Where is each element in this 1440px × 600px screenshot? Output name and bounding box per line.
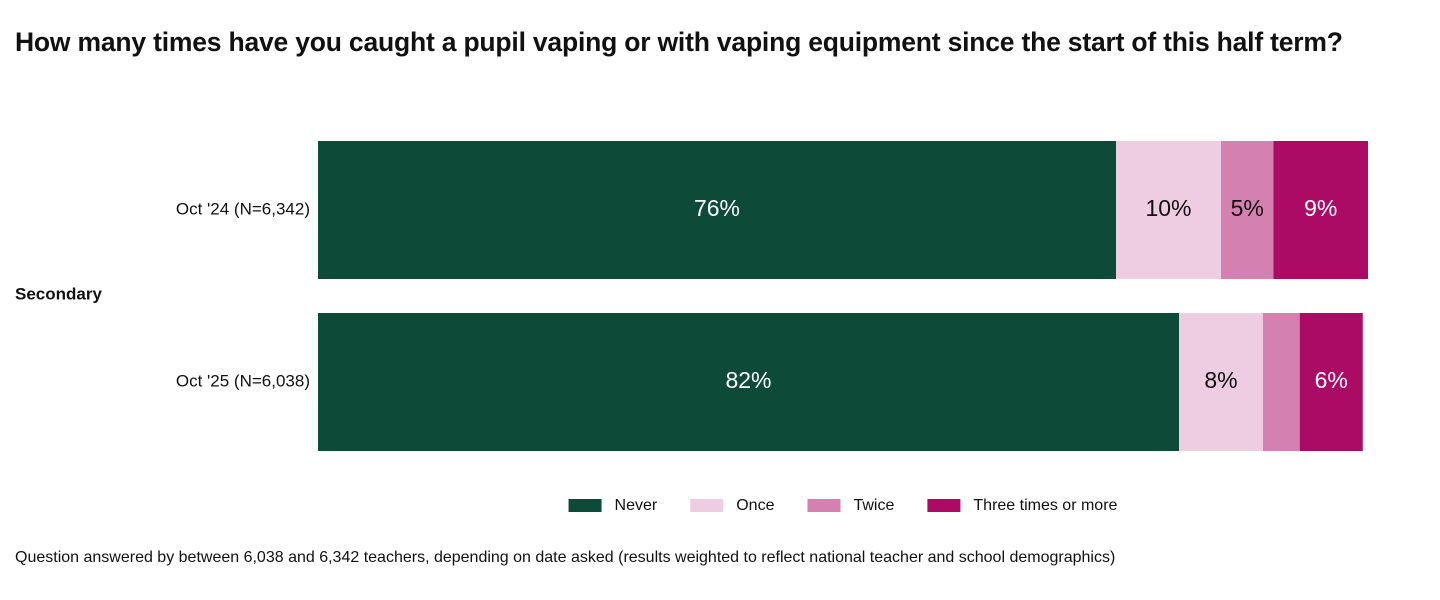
y-tick-label: Oct '24 (N=6,342) — [176, 199, 310, 218]
data-label: 8% — [1204, 367, 1237, 393]
legend-label: Once — [736, 497, 774, 514]
legend-label: Three times or more — [973, 497, 1117, 514]
data-label: 6% — [1315, 367, 1348, 393]
data-label: 9% — [1304, 195, 1337, 221]
legend-swatch — [690, 499, 724, 512]
data-label: 82% — [725, 367, 771, 393]
bar-segment — [1273, 141, 1368, 279]
group-label: Secondary — [15, 284, 102, 303]
legend-swatch — [807, 499, 841, 512]
bar-segment — [1263, 313, 1300, 451]
y-tick-label: Oct '25 (N=6,038) — [176, 371, 310, 390]
data-label: 76% — [694, 195, 740, 221]
data-label: 5% — [1231, 195, 1264, 221]
bar-segment — [1221, 141, 1274, 279]
chart-title: How many times have you caught a pupil v… — [15, 27, 1343, 57]
bar-segment — [318, 313, 1179, 451]
legend-swatch — [568, 499, 602, 512]
bar-segment — [1299, 313, 1363, 451]
data-label: 10% — [1145, 195, 1191, 221]
bar-segment — [1179, 313, 1263, 451]
bar-segment — [1116, 141, 1221, 279]
legend-label: Twice — [853, 497, 894, 514]
footnote: Question answered by between 6,038 and 6… — [15, 549, 1115, 566]
bar-segment — [318, 141, 1116, 279]
legend-label: Never — [615, 497, 658, 514]
legend-swatch — [927, 499, 961, 512]
